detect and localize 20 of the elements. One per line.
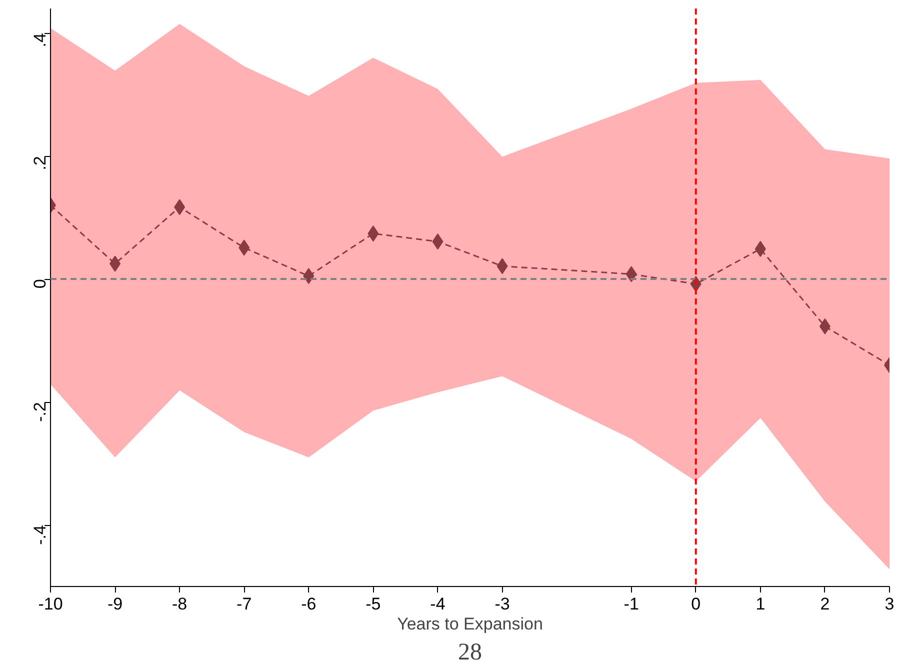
y-tick-label: 0 <box>30 279 50 289</box>
x-tick-label: -7 <box>236 594 252 614</box>
y-tick-label: .4 <box>30 33 50 48</box>
x-tick-label: -5 <box>366 594 381 614</box>
x-tick-label: 2 <box>820 594 830 614</box>
x-tick-label: 3 <box>884 594 894 614</box>
x-tick-label: -10 <box>38 594 63 614</box>
x-tick-label: 1 <box>756 594 766 614</box>
x-tick-label: -3 <box>494 594 510 614</box>
text: 28 <box>458 640 482 664</box>
x-tick-label: -9 <box>107 594 123 614</box>
x-tick-label: -4 <box>430 594 446 614</box>
x-axis-title: Years to Expansion <box>397 614 543 634</box>
x-tick-label: -6 <box>301 594 316 614</box>
y-tick-label: -.2 <box>30 402 50 422</box>
x-tick-label: -8 <box>172 594 188 614</box>
y-tick-label: -.4 <box>30 525 50 545</box>
x-tick-label: -1 <box>624 594 639 614</box>
y-tick-label: .2 <box>30 156 50 170</box>
x-tick-label: 0 <box>691 594 701 614</box>
